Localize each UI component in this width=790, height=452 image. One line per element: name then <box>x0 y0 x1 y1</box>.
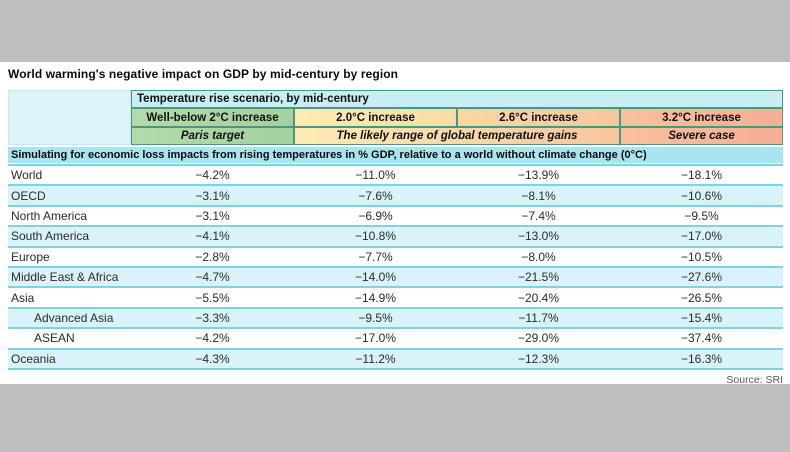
data-table: World −4.2% −11.0% −13.9% −18.1% OECD −3… <box>8 164 783 370</box>
value-cell: −18.1% <box>680 168 723 183</box>
region-label: North America <box>11 208 88 223</box>
value-cell: −5.5% <box>195 290 230 305</box>
column-header-2-0c: 2.0°C increase <box>294 108 457 127</box>
value-cell: −7.7% <box>358 249 393 264</box>
region-label: ASEAN <box>34 331 75 346</box>
source-note: Source: SRI <box>726 373 783 386</box>
value-cell: −9.5% <box>684 208 719 223</box>
value-cell: −21.5% <box>517 270 560 285</box>
value-cell: −4.2% <box>195 168 230 183</box>
value-cell: −2.8% <box>195 249 230 264</box>
severe-case-cell: Severe case <box>620 127 783 145</box>
table-row-europe: Europe −2.8% −7.7% −8.0% −10.5% <box>8 248 783 268</box>
region-label: Europe <box>11 249 50 264</box>
value-cell: −13.9% <box>517 168 560 183</box>
value-cell: −29.0% <box>517 331 560 346</box>
region-label: OECD <box>11 188 46 203</box>
table-row-asia: Asia −5.5% −14.9% −20.4% −26.5% <box>8 288 783 309</box>
value-cell: −10.8% <box>354 229 397 244</box>
value-cell: −3.1% <box>195 208 230 223</box>
value-cell: −3.1% <box>195 188 230 203</box>
table-row-world: World −4.2% −11.0% −13.9% −18.1% <box>8 166 783 187</box>
scenario-title-cell: Temperature rise scenario, by mid-centur… <box>131 90 783 108</box>
table-row-asean: ASEAN −4.2% −17.0% −29.0% −37.4% <box>8 329 783 350</box>
table-row-oecd: OECD −3.1% −7.6% −8.1% −10.6% <box>8 186 783 207</box>
value-cell: −4.1% <box>195 229 230 244</box>
content-area: World warming's negative impact on GDP b… <box>0 62 790 386</box>
value-cell: −17.0% <box>680 229 723 244</box>
table-row-middle-east-africa: Middle East & Africa −4.7% −14.0% −21.5%… <box>8 267 783 289</box>
value-cell: −3.3% <box>195 310 230 325</box>
column-header-well-below-2c: Well-below 2°C increase <box>131 108 294 127</box>
page-title: World warming's negative impact on GDP b… <box>8 67 399 81</box>
likely-range-cell: The likely range of global temperature g… <box>294 127 620 145</box>
region-label: South America <box>11 229 90 244</box>
value-cell: −16.3% <box>680 351 723 366</box>
region-label: Oceania <box>11 351 56 366</box>
column-header-3-2c: 3.2°C increase <box>620 108 783 127</box>
region-label: World <box>11 168 43 183</box>
note-band: Simulating for economic loss impacts fro… <box>8 147 783 163</box>
value-cell: −27.6% <box>680 270 723 285</box>
value-cell: −14.9% <box>354 290 397 305</box>
value-cell: −9.5% <box>358 310 393 325</box>
table-row-advanced-asia: Advanced Asia −3.3% −9.5% −11.7% −15.4% <box>8 308 783 330</box>
value-cell: −20.4% <box>517 290 560 305</box>
header-corner-cell <box>8 90 131 145</box>
value-cell: −7.6% <box>358 188 393 203</box>
value-cell: −4.3% <box>195 351 230 366</box>
paris-target-cell: Paris target <box>131 127 294 145</box>
region-label: Asia <box>11 290 35 305</box>
value-cell: −12.3% <box>517 351 560 366</box>
table-row-north-america: North America −3.1% −6.9% −7.4% −9.5% <box>8 207 783 228</box>
value-cell: −8.0% <box>521 249 556 264</box>
value-cell: −15.4% <box>680 310 723 325</box>
value-cell: −6.9% <box>358 208 393 223</box>
value-cell: −11.0% <box>355 168 396 183</box>
table-row-oceania: Oceania −4.3% −11.2% −12.3% −16.3% <box>8 349 783 370</box>
region-label: Advanced Asia <box>34 310 114 325</box>
region-label: Middle East & Africa <box>11 270 119 285</box>
value-cell: −13.0% <box>517 229 560 244</box>
value-cell: −4.2% <box>195 331 230 346</box>
value-cell: −17.0% <box>354 331 397 346</box>
value-cell: −7.4% <box>521 208 556 223</box>
value-cell: −11.7% <box>518 310 559 325</box>
value-cell: −10.5% <box>680 249 723 264</box>
value-cell: −26.5% <box>680 290 723 305</box>
value-cell: −14.0% <box>354 270 397 285</box>
value-cell: −10.6% <box>680 188 723 203</box>
value-cell: −8.1% <box>521 188 556 203</box>
column-header-2-6c: 2.6°C increase <box>457 108 620 127</box>
scenario-header-block: Temperature rise scenario, by mid-centur… <box>8 90 783 145</box>
value-cell: −11.2% <box>355 351 396 366</box>
value-cell: −37.4% <box>680 331 723 346</box>
table-row-south-america: South America −4.1% −10.8% −13.0% −17.0% <box>8 227 783 248</box>
value-cell: −4.7% <box>195 270 230 285</box>
